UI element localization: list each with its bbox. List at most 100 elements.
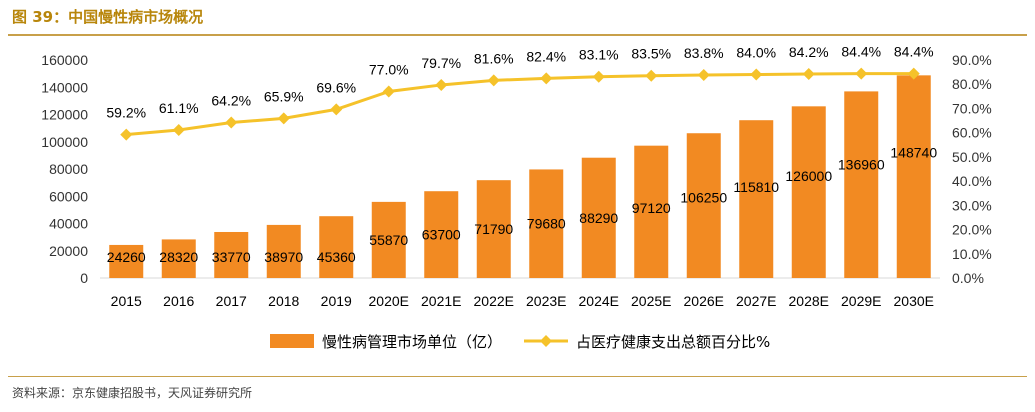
bar (266, 224, 301, 278)
y-left-tick-label: 100000 (41, 134, 88, 150)
line-marker (487, 74, 500, 87)
figure-title: 图 39：中国慢性病市场概况 (12, 8, 204, 26)
x-tick-label: 2026E (684, 293, 724, 309)
y-right-tick-label: 40.0% (952, 173, 992, 189)
line-value-label: 61.1% (159, 100, 199, 116)
bar-value-label: 136960 (838, 157, 885, 173)
bar-value-label: 126000 (785, 168, 832, 184)
x-tick-label: 2019 (321, 293, 352, 309)
line-marker (645, 69, 658, 82)
y-right-tick-label: 10.0% (952, 246, 992, 262)
bar-value-label: 63700 (422, 227, 461, 243)
legend-line-label: 占医疗健康支出总额百分比% (576, 333, 770, 351)
legend-bar-swatch (270, 334, 314, 348)
line-marker (802, 68, 815, 81)
legend-bar-label: 慢性病管理市场单位（亿） (322, 333, 502, 351)
bar-value-label: 79680 (527, 216, 566, 232)
y-left-tick-label: 20000 (49, 243, 88, 259)
line-marker (120, 128, 133, 141)
x-tick-label: 2030E (894, 293, 934, 309)
line-value-label: 79.7% (421, 55, 461, 71)
source-note: 资料来源：京东健康招股书，天风证券研究所 (12, 386, 253, 400)
y-left-tick-label: 120000 (41, 107, 88, 123)
bar (161, 239, 196, 278)
x-tick-label: 2027E (736, 293, 776, 309)
y-left-tick-label: 140000 (41, 79, 88, 95)
bar (319, 216, 354, 278)
legend: 慢性病管理市场单位（亿） 占医疗健康支出总额百分比% (270, 333, 770, 351)
line-data-labels: 59.2% 61.1% 64.2% 65.9% 69.6% 77.0% 79.7% 81.6%… (106, 44, 933, 121)
x-tick-label: 2023E (526, 293, 566, 309)
bar-value-label: 45360 (317, 249, 356, 265)
bar-value-label: 38970 (264, 249, 303, 265)
line-marker (592, 70, 605, 83)
line-marker (330, 103, 343, 116)
y-right-tick-label: 50.0% (952, 149, 992, 165)
line-marker (907, 67, 920, 80)
bar-data-labels: 24260 28320 33770 38970 45360 55870 63700 71790… (107, 145, 938, 265)
line-marker (540, 72, 553, 85)
bottom-divider (8, 376, 1027, 377)
bar-value-label: 24260 (107, 249, 146, 265)
line-series (126, 72, 914, 137)
bar-value-label: 55870 (369, 232, 408, 248)
x-tick-label: 2025E (631, 293, 671, 309)
y-left-tick-label: 160000 (41, 52, 88, 68)
y-right-tick-label: 30.0% (952, 197, 992, 213)
bar (896, 75, 931, 278)
x-tick-label: 2018 (268, 293, 299, 309)
line-marker (750, 68, 763, 81)
bar (686, 133, 721, 278)
bar (109, 244, 144, 278)
x-tick-label: 2022E (474, 293, 514, 309)
line-value-label: 82.4% (526, 48, 566, 64)
y-axis-left: 0 20000 40000 60000 80000 100000 120000 140000 1… (41, 52, 88, 286)
bar-series (109, 75, 931, 278)
bar (214, 231, 249, 278)
line-value-label: 77.0% (369, 61, 409, 77)
line-value-label: 83.5% (631, 46, 671, 62)
line-value-label: 83.1% (579, 47, 619, 63)
line-marker (855, 67, 868, 80)
x-tick-label: 2017 (216, 293, 247, 309)
legend-line-marker (540, 335, 552, 347)
y-axis-right: 0.0% 10.0% 20.0% 30.0% 40.0% 50.0% 60.0% 70.0% 8… (952, 52, 992, 286)
x-tick-label: 2020E (369, 293, 409, 309)
bar (634, 145, 669, 278)
line-value-label: 84.0% (736, 45, 776, 61)
x-axis: 2015 2016 2017 2018 2019 2020E 2021E 2022E 2023E… (111, 293, 934, 309)
line-marker (382, 85, 395, 98)
x-tick-label: 2029E (841, 293, 881, 309)
y-right-tick-label: 80.0% (952, 76, 992, 92)
bar (844, 91, 879, 278)
bar-value-label: 33770 (212, 249, 251, 265)
x-tick-label: 2024E (579, 293, 619, 309)
line-marker (172, 124, 185, 137)
line-value-label: 84.4% (841, 44, 881, 60)
y-left-tick-label: 40000 (49, 216, 88, 232)
chart: 0 20000 40000 60000 80000 100000 120000 140000 1… (41, 44, 992, 351)
top-divider (8, 34, 1027, 36)
bar (476, 180, 511, 278)
line-marker (225, 116, 238, 129)
bar (791, 106, 826, 278)
y-right-tick-label: 90.0% (952, 52, 992, 68)
x-tick-label: 2021E (421, 293, 461, 309)
x-tick-label: 2028E (789, 293, 829, 309)
line-value-label: 69.6% (316, 79, 356, 95)
y-left-tick-label: 0 (80, 270, 88, 286)
y-left-tick-label: 60000 (49, 188, 88, 204)
bar-value-label: 88290 (579, 210, 618, 226)
x-tick-label: 2015 (111, 293, 142, 309)
y-right-tick-label: 0.0% (952, 270, 984, 286)
bar-value-label: 148740 (890, 145, 937, 161)
bar-value-label: 28320 (159, 249, 198, 265)
bar (529, 169, 564, 278)
bar-value-label: 71790 (474, 221, 513, 237)
line-value-label: 83.8% (684, 45, 724, 61)
y-left-tick-label: 80000 (49, 161, 88, 177)
line-marker (277, 112, 290, 125)
line-marker (697, 69, 710, 82)
y-right-tick-label: 20.0% (952, 222, 992, 238)
bar-value-label: 97120 (632, 200, 671, 216)
